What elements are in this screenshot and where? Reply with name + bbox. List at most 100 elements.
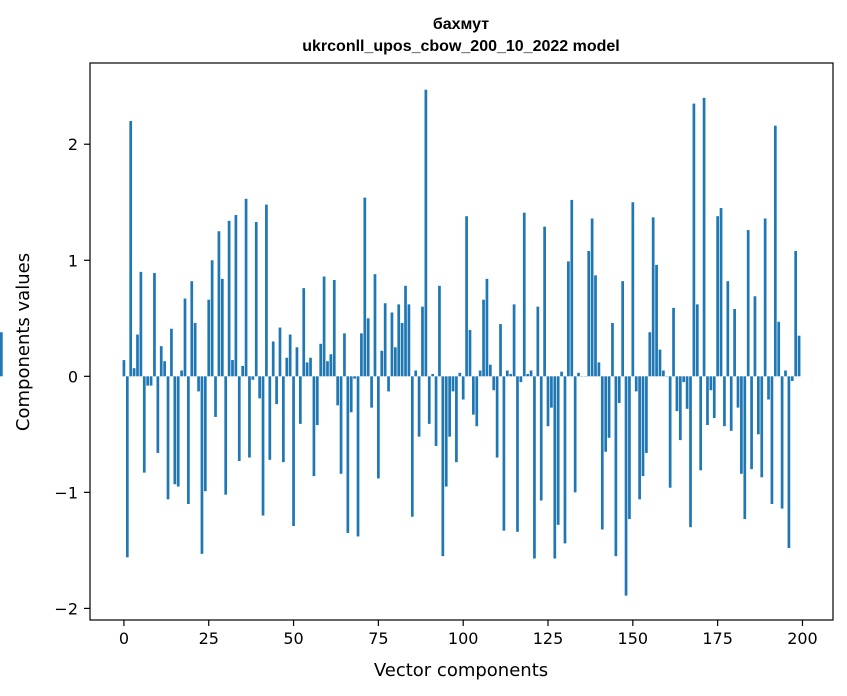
- bar: [499, 324, 502, 377]
- bar: [641, 376, 645, 477]
- bar: [319, 343, 323, 377]
- bar: [553, 376, 557, 559]
- bar: [370, 376, 373, 408]
- bar: [404, 285, 407, 377]
- bar: [305, 362, 309, 377]
- bar: [621, 281, 625, 377]
- x-tick-label: 50: [283, 629, 303, 648]
- bar: [468, 329, 472, 377]
- bar: [488, 364, 492, 377]
- bar: [675, 376, 679, 412]
- bar: [638, 376, 641, 500]
- bar: [214, 376, 217, 417]
- bar: [302, 288, 306, 377]
- bar: [451, 376, 455, 392]
- bar: [600, 376, 604, 530]
- bar: [533, 376, 536, 559]
- bar: [349, 376, 353, 413]
- bar: [699, 376, 703, 471]
- bar: [729, 376, 733, 431]
- bar: [651, 217, 655, 377]
- bar: [757, 376, 760, 435]
- bar: [261, 376, 265, 516]
- bar: [417, 376, 421, 437]
- bar: [258, 376, 261, 399]
- y-tick-label: 2: [68, 135, 78, 154]
- bar: [444, 376, 448, 487]
- bar: [567, 261, 570, 377]
- bar: [617, 376, 621, 403]
- bar: [400, 322, 404, 377]
- bar: [672, 307, 675, 377]
- x-axis-label: Vector components: [374, 660, 548, 681]
- bar: [570, 199, 574, 377]
- bar: [217, 231, 221, 377]
- bar: [183, 298, 187, 377]
- bar: [414, 370, 418, 377]
- bar: [322, 276, 326, 377]
- y-tick-label: −2: [54, 599, 78, 618]
- bar: [346, 376, 350, 533]
- x-tick-label: 200: [787, 629, 818, 648]
- bar: [163, 361, 166, 377]
- bar: [750, 376, 753, 470]
- bar: [594, 275, 597, 377]
- x-tick-label: 100: [448, 629, 479, 648]
- bar: [251, 376, 255, 380]
- bar: [712, 376, 716, 419]
- chart-title-line-1: бахмут: [433, 16, 489, 33]
- bars-group: [0, 89, 801, 596]
- bar: [271, 341, 275, 377]
- bar: [393, 347, 397, 377]
- bar: [556, 376, 560, 525]
- bar: [668, 376, 672, 488]
- bar: [502, 376, 506, 531]
- bar: [434, 376, 438, 446]
- bar: [648, 332, 652, 377]
- bar: [529, 370, 533, 377]
- bar: [298, 376, 302, 424]
- bar: [573, 376, 577, 493]
- bar: [767, 376, 770, 400]
- bar: [560, 371, 563, 377]
- bar: [193, 322, 197, 377]
- bar: [685, 376, 689, 409]
- bar: [142, 376, 146, 473]
- bar: [380, 350, 384, 377]
- y-tick-label: −1: [54, 483, 78, 502]
- bar: [740, 376, 743, 474]
- bar: [458, 372, 462, 377]
- bar: [363, 197, 367, 377]
- bar: [441, 376, 445, 557]
- bar: [495, 376, 499, 458]
- bar: [689, 376, 692, 528]
- bar: [577, 372, 580, 377]
- bar: [550, 376, 553, 408]
- bar: [309, 357, 312, 377]
- bar: [407, 304, 411, 377]
- bar: [512, 304, 516, 377]
- bar: [797, 335, 801, 377]
- bar: [343, 333, 346, 377]
- bar: [624, 376, 628, 596]
- bar: [129, 121, 133, 377]
- bar: [146, 376, 150, 386]
- bar: [166, 376, 170, 500]
- bar: [220, 278, 224, 377]
- chart-title-line-2: ukrconll_upos_cbow_200_10_2022 model: [302, 38, 619, 55]
- x-tick-label: 175: [702, 629, 733, 648]
- bar: [197, 376, 200, 392]
- bar: [614, 376, 618, 557]
- bar: [139, 271, 143, 377]
- bar: [645, 376, 648, 453]
- x-tick-label: 25: [199, 629, 219, 648]
- bar: [743, 376, 747, 520]
- bar: [353, 376, 356, 379]
- bar: [329, 354, 333, 377]
- bar: [516, 376, 519, 532]
- bar: [285, 357, 289, 377]
- bar: [438, 285, 441, 377]
- bar: [790, 376, 794, 381]
- bar: [200, 376, 204, 554]
